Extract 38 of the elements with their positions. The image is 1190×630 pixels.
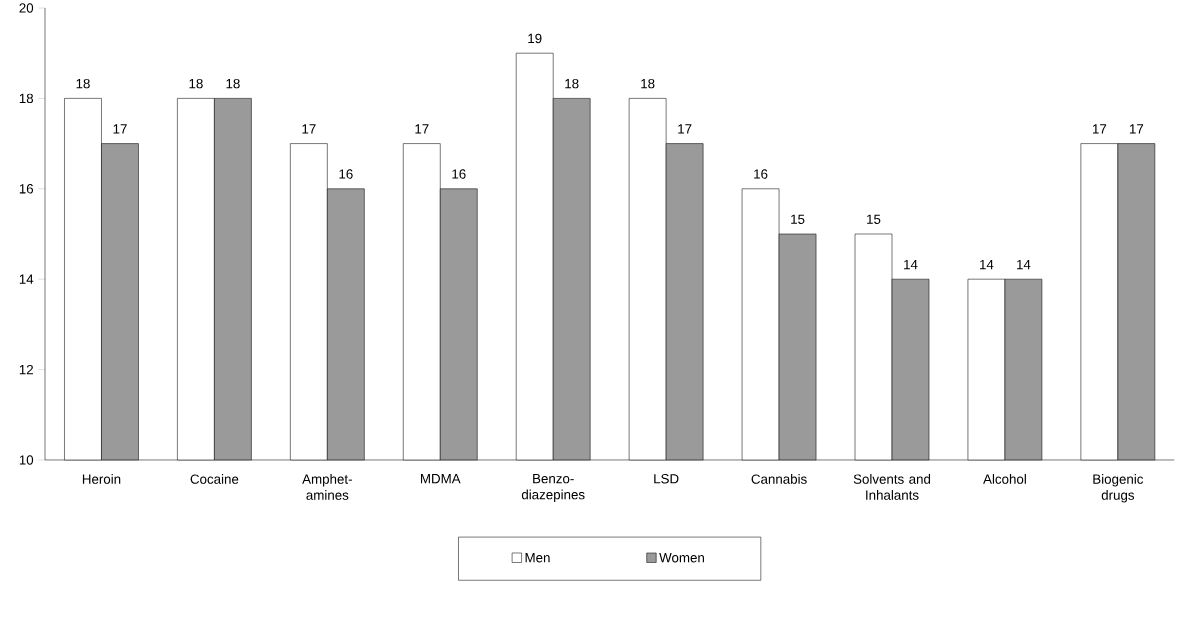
x-tick-label: Cocaine [190, 474, 239, 484]
y-tick-label: 16 [19, 184, 34, 194]
data-label: 18 [76, 78, 90, 89]
y-tick-label: 20 [19, 3, 34, 13]
data-label: 18 [641, 78, 655, 89]
data-label: 17 [415, 124, 429, 134]
data-label: 14 [980, 259, 994, 270]
x-tick-label: Benzo-diazepines [521, 474, 585, 502]
x-tick-label: MDMA [420, 474, 461, 484]
data-label: 14 [1017, 259, 1031, 270]
x-tick-label: LSD [654, 474, 679, 484]
data-label: 16 [339, 169, 353, 179]
legend-label: Women [659, 553, 704, 563]
data-label: 17 [1092, 124, 1107, 134]
y-tick-label: 18 [19, 93, 34, 104]
x-tick-label: Heroin [82, 474, 121, 484]
x-tick-label: Solvents and Inhalants [853, 474, 931, 500]
x-tick-label: Cannabis [751, 474, 807, 484]
data-label: 16 [754, 169, 768, 179]
data-label: 17 [1129, 124, 1144, 134]
x-tick-label: Biogenic drugs [1093, 474, 1144, 503]
x-tick-label: Amphet-amines [302, 474, 352, 500]
data-label: 17 [678, 124, 692, 134]
x-tick-label: Alcohol [983, 474, 1026, 484]
data-label: 14 [904, 259, 918, 270]
data-label: 17 [113, 124, 127, 134]
legend-label: Men [525, 553, 550, 563]
data-label: 17 [302, 124, 316, 134]
y-tick-label: 10 [19, 455, 34, 465]
y-tick-label: 12 [19, 364, 33, 375]
data-label: 16 [452, 169, 466, 179]
data-label: 15 [791, 214, 805, 224]
data-label: 19 [528, 33, 542, 44]
data-label: 18 [565, 78, 579, 89]
data-label: 18 [189, 78, 203, 89]
y-tick-label: 14 [19, 274, 34, 284]
data-label: 15 [867, 214, 881, 224]
data-label: 18 [226, 78, 240, 89]
